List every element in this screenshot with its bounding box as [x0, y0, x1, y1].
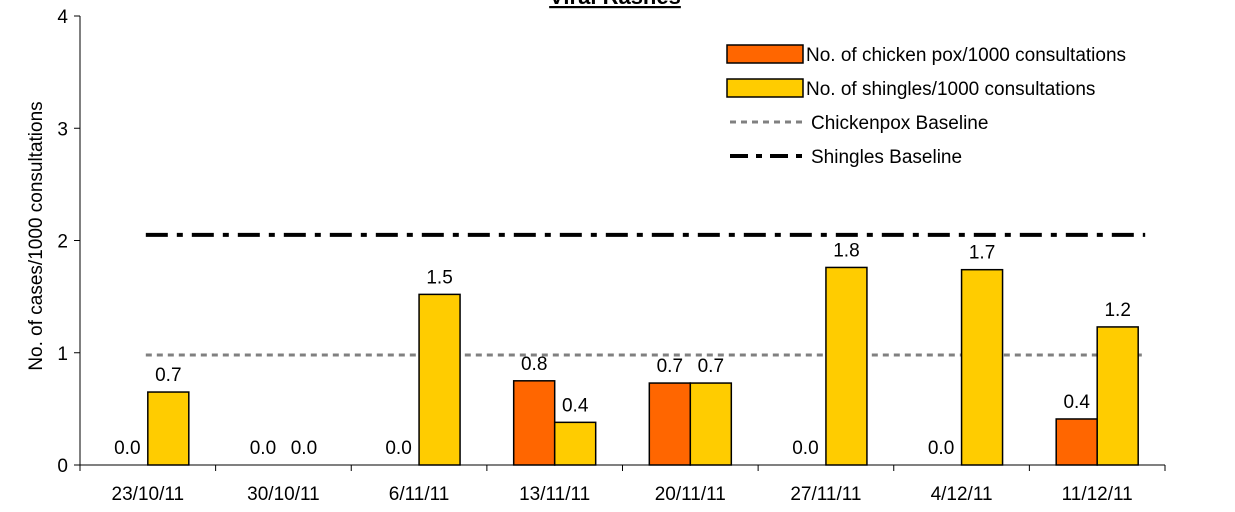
- x-tick-label: 4/12/11: [931, 484, 993, 505]
- chickenpox-bar: [512, 380, 556, 466]
- chickenpox-data-label: 0.0: [385, 438, 411, 459]
- legend-swatch-chickenpox: [726, 44, 804, 64]
- shingles-data-label: 1.2: [1104, 300, 1130, 321]
- x-tick-label: 13/11/11: [519, 484, 590, 505]
- y-tick-label: 1: [57, 344, 68, 365]
- x-tick-label: 11/12/11: [1062, 484, 1133, 505]
- y-tick-label: 0: [57, 456, 68, 477]
- shingles-data-label: 0.0: [291, 438, 317, 459]
- legend-label-chickenpox: No. of chicken pox/1000 consultations: [806, 45, 1126, 66]
- shingles-data-label: 0.7: [155, 365, 181, 386]
- shingles-bar: [147, 391, 190, 466]
- y-tick-label: 3: [57, 119, 68, 140]
- x-tick-label: 30/10/11: [247, 484, 320, 505]
- legend-swatch-shingles: [726, 78, 804, 98]
- shingles-data-label: 0.7: [698, 356, 724, 377]
- x-tick-label: 20/11/11: [655, 484, 726, 505]
- x-tick-label: 6/11/11: [389, 484, 450, 505]
- y-axis-label: No. of cases/1000 consultations: [26, 101, 47, 370]
- legend-label-shingles: No. of shingles/1000 consultations: [806, 79, 1095, 100]
- y-tick-label: 4: [57, 7, 68, 28]
- legend: No. of chicken pox/1000 consultations No.…: [726, 44, 1126, 168]
- shingles-bar: [689, 382, 733, 466]
- shingles-data-label: 1.5: [426, 267, 452, 288]
- chickenpox-bar: [1055, 418, 1098, 466]
- plot-area: 0 1 2 3 4 23/10/11 30/10/11 6/11/11 13/11/11 20/1…: [57, 7, 1166, 505]
- shingles-bar: [960, 268, 1004, 466]
- chickenpox-data-label: 0.0: [114, 438, 140, 459]
- shingles-bar: [553, 421, 597, 466]
- chickenpox-data-label: 0.8: [521, 354, 547, 375]
- shingles-data-label: 0.4: [562, 395, 589, 416]
- chart-title: Viral Rashes: [549, 0, 681, 9]
- x-tick-label: 23/10/11: [112, 484, 185, 505]
- chickenpox-data-label: 0.4: [1063, 392, 1090, 413]
- x-tick-label: 27/11/11: [790, 484, 861, 505]
- shingles-bar: [825, 266, 868, 466]
- shingles-data-label: 1.8: [833, 240, 859, 261]
- shingles-bar: [418, 293, 461, 466]
- y-tick-label: 2: [57, 232, 68, 253]
- chickenpox-data-label: 0.7: [657, 356, 683, 377]
- chickenpox-data-label: 0.0: [250, 438, 276, 459]
- legend-label-shingles-baseline: Shingles Baseline: [811, 147, 962, 168]
- chickenpox-data-label: 0.0: [928, 438, 954, 459]
- chickenpox-bar: [648, 382, 692, 466]
- shingles-data-label: 1.7: [969, 243, 995, 264]
- legend-label-chickenpox-baseline: Chickenpox Baseline: [811, 113, 988, 134]
- shingles-bar: [1096, 326, 1139, 466]
- chickenpox-data-label: 0.0: [792, 438, 818, 459]
